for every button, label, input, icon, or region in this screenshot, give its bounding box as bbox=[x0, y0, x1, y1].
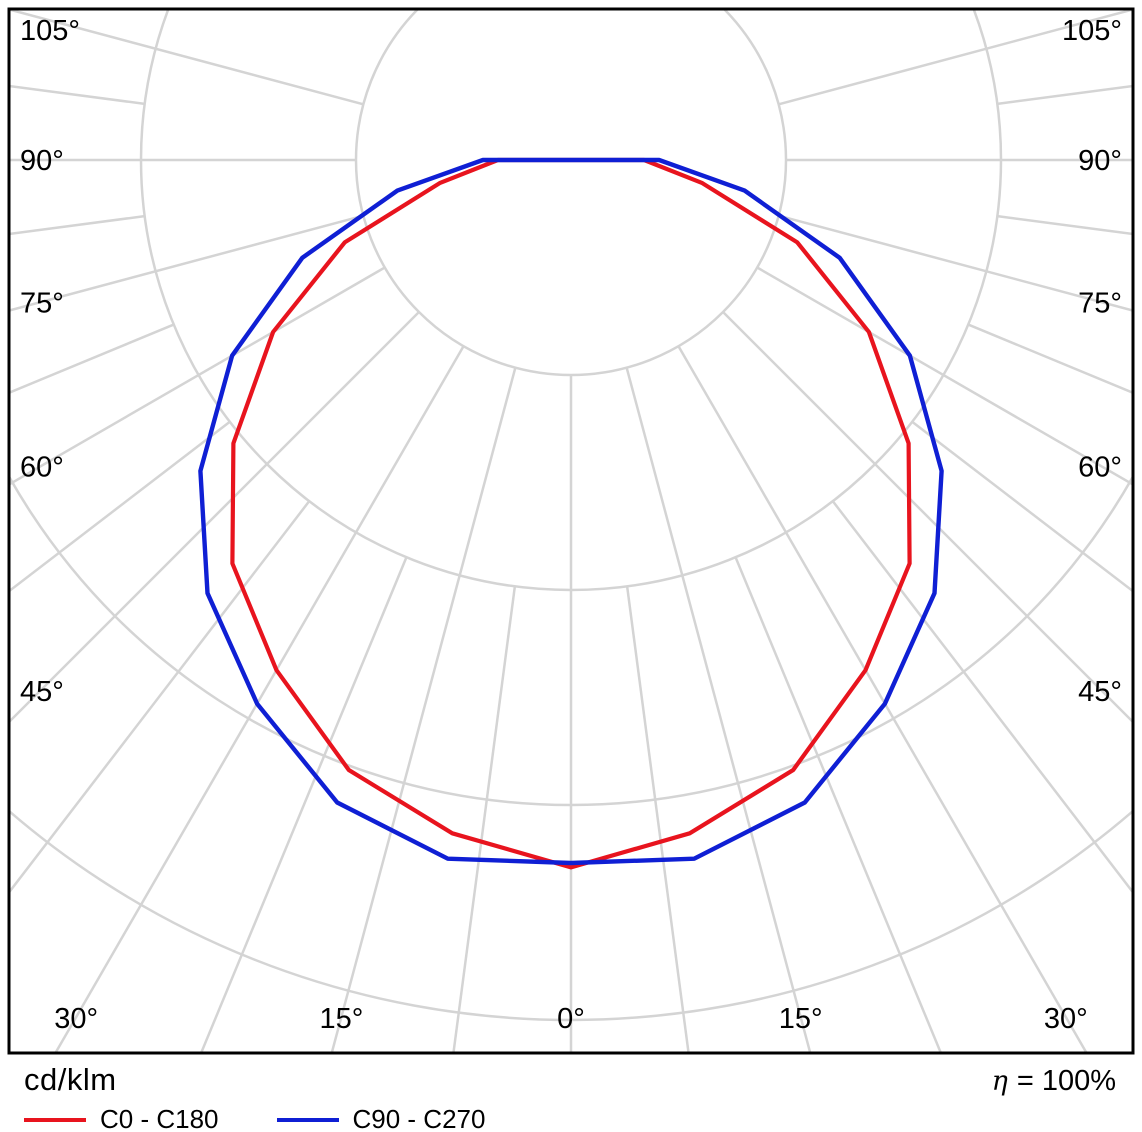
plot-border bbox=[7, 7, 1135, 1055]
angle-label: 45° bbox=[1078, 676, 1122, 708]
intensity-curves bbox=[198, 157, 944, 870]
angle-label: 90° bbox=[20, 145, 64, 177]
legend-item-label: C90 - C270 bbox=[352, 1104, 486, 1132]
legend-item-label: C0 - C180 bbox=[100, 1104, 219, 1132]
curve-c90-c270 bbox=[198, 157, 944, 866]
legend-line-icon bbox=[24, 1117, 86, 1122]
angle-label: 45° bbox=[20, 676, 64, 708]
angle-label: 75° bbox=[1078, 287, 1122, 319]
angle-label: 90° bbox=[1078, 145, 1122, 177]
polar-chart: 105° 105° 90° 90° 75° 75° 60° 60° 45° 45° 30° 15° 0°… bbox=[7, 7, 1135, 1055]
legend-item: C0 - C180 bbox=[24, 1104, 219, 1132]
curve-c0-c180 bbox=[230, 157, 912, 870]
angle-label: 105° bbox=[20, 15, 80, 47]
legend-items: C0 - C180 C90 - C270 bbox=[24, 1104, 1118, 1132]
legend-header: cd/klm η = 100% bbox=[24, 1062, 1116, 1098]
angle-label: 15° bbox=[779, 1003, 823, 1035]
eta-symbol: η bbox=[991, 1066, 1008, 1097]
angle-label: 15° bbox=[319, 1003, 363, 1035]
efficiency-label: η = 100% bbox=[992, 1065, 1116, 1098]
angle-label: 60° bbox=[1078, 452, 1122, 484]
unit-label: cd/klm bbox=[24, 1062, 117, 1097]
angle-label: 60° bbox=[20, 452, 64, 484]
angle-label: 30° bbox=[1044, 1003, 1088, 1035]
angle-label: 30° bbox=[54, 1003, 98, 1035]
angle-label: 105° bbox=[1062, 15, 1122, 47]
eta-value: = 100% bbox=[1016, 1065, 1116, 1097]
angle-label: 0° bbox=[557, 1003, 585, 1035]
polar-grid bbox=[10, 10, 1132, 1052]
angle-labels: 105° 105° 90° 90° 75° 75° 60° 60° 45° 45° 30° 15° 0°… bbox=[20, 15, 1122, 1035]
legend-line-icon bbox=[276, 1117, 339, 1122]
legend: cd/klm η = 100% C0 - C180 C90 - C270 bbox=[0, 1060, 1142, 1132]
angle-label: 75° bbox=[20, 287, 64, 319]
legend-item: C90 - C270 bbox=[276, 1104, 486, 1132]
